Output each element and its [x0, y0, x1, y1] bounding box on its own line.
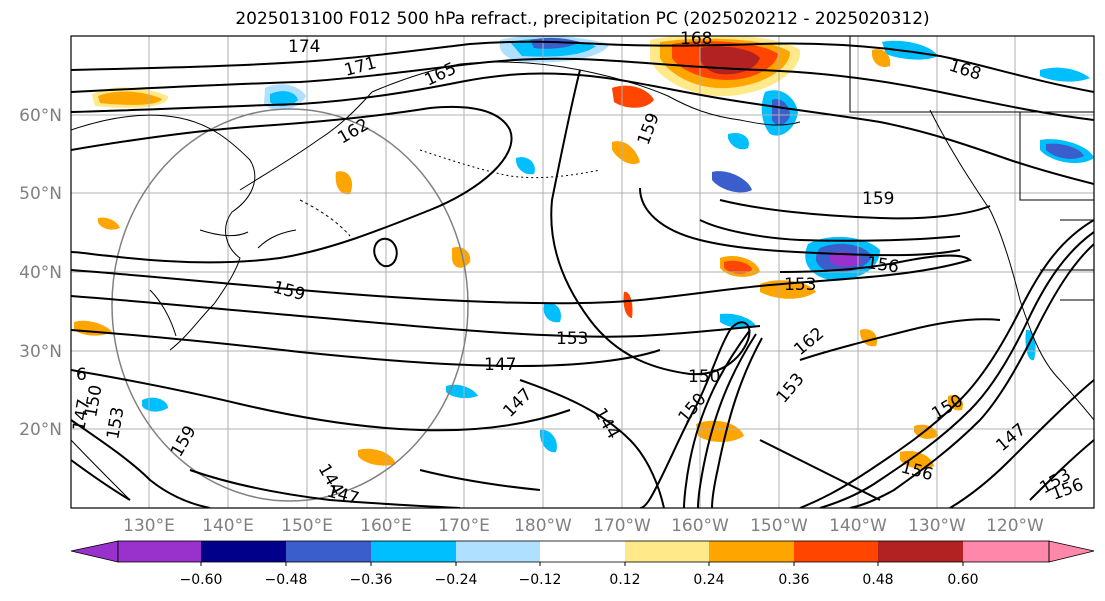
colorbar-segment [1048, 540, 1095, 563]
map-frame [70, 35, 1095, 509]
colorbar-segment [201, 541, 286, 562]
colorbar-segment [371, 541, 456, 562]
lat-label: 50°N [19, 184, 62, 204]
colorbar-ticks [200, 562, 964, 566]
colorbar-segment [625, 541, 709, 562]
lon-label: 160°W [671, 516, 729, 536]
colorbar-tick-label: 0.60 [947, 572, 978, 588]
latitude-labels: 60°N 50°N 40°N 30°N 20°N [19, 106, 62, 440]
contour-label: 150 [688, 367, 720, 387]
contour-label: 153 [556, 329, 588, 349]
colorbar-frame [117, 540, 1050, 563]
colorbar: −0.60 −0.48 −0.36 −0.24 −0.12 0.12 0.24 … [70, 540, 1095, 588]
lon-label: 150°W [750, 516, 808, 536]
lon-label: 180°W [514, 516, 572, 536]
lon-label: 170°W [593, 516, 651, 536]
coverage-disk [111, 108, 469, 502]
colorbar-segment [70, 540, 119, 563]
colorbar-tick-label: −0.12 [519, 572, 562, 588]
lat-label: 20°N [19, 420, 62, 440]
lon-label: 130°E [123, 516, 175, 536]
contour-label: 174 [288, 37, 320, 57]
coastlines [71, 36, 1094, 501]
colorbar-tick-label: 0.36 [778, 572, 809, 588]
map-panel: 174 171 165 168 168 162 159 159 156 153 … [19, 29, 1095, 536]
lat-label: 30°N [19, 342, 62, 362]
lat-label: 60°N [19, 106, 62, 126]
contour-label: 6 [76, 365, 87, 385]
colorbar-segment [540, 541, 625, 562]
contour-label: 159 [862, 189, 894, 209]
colorbar-segment [118, 541, 201, 562]
colorbar-tick-label: −0.36 [350, 572, 393, 588]
map-title: 2025013100 F012 500 hPa refract., precip… [235, 9, 930, 29]
colorbar-tick-label: 0.48 [862, 572, 893, 588]
colorbar-segment [286, 541, 371, 562]
contour-label: 153 [784, 275, 816, 295]
colorbar-tick-label: −0.24 [435, 572, 478, 588]
lon-label: 150°E [281, 516, 333, 536]
colorbar-tick-label: −0.48 [265, 572, 308, 588]
colorbar-segment [709, 541, 794, 562]
lon-label: 140°W [829, 516, 887, 536]
colorbar-segment [878, 541, 963, 562]
contour-label: 147 [484, 355, 516, 375]
colorbar-segment [794, 541, 878, 562]
colorbar-tick-label: −0.60 [180, 572, 223, 588]
lon-label: 140°E [202, 516, 254, 536]
lon-label: 130°W [908, 516, 966, 536]
colorbar-segment [963, 541, 1049, 562]
colorbar-segment [456, 541, 540, 562]
lon-label: 170°E [438, 516, 490, 536]
longitude-labels: 130°E 140°E 150°E 160°E 170°E 180°W 170°… [123, 516, 1044, 536]
lon-label: 160°E [360, 516, 412, 536]
lat-label: 40°N [19, 263, 62, 283]
contour-label: 168 [680, 29, 712, 49]
refractivity-contours [71, 40, 1094, 508]
lon-label: 120°W [986, 516, 1044, 536]
colorbar-tick-label: 0.12 [609, 572, 640, 588]
colorbar-tick-label: 0.24 [693, 572, 724, 588]
contour-label: 156 [865, 253, 900, 277]
graticule [71, 36, 1094, 508]
